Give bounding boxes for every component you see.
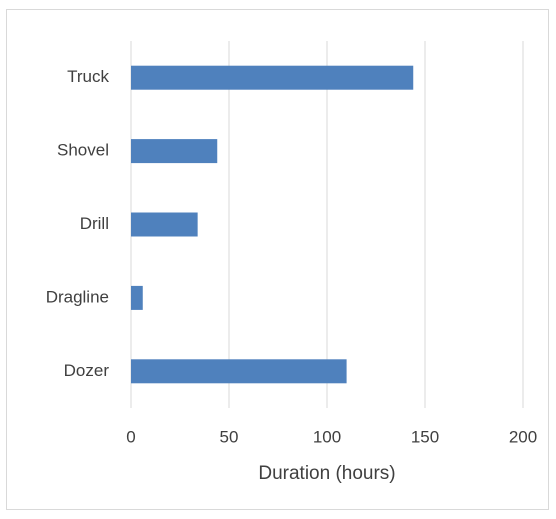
bar (131, 139, 218, 164)
x-axis-title: Duration (hours) (258, 463, 395, 484)
y-tick-label: Dozer (64, 361, 110, 380)
chart-border (6, 9, 549, 510)
x-tick-label: 0 (126, 427, 135, 446)
x-tick-label: 50 (220, 427, 239, 446)
y-tick-label: Drill (80, 214, 109, 233)
bar (131, 285, 143, 310)
y-tick-label: Dragline (46, 287, 109, 306)
bar (131, 359, 347, 384)
x-tick-label: 150 (411, 427, 439, 446)
y-tick-label: Truck (67, 67, 109, 86)
y-tick-label: Shovel (57, 141, 109, 160)
bar (131, 65, 414, 90)
x-tick-label: 100 (313, 427, 341, 446)
bar (131, 212, 198, 237)
x-tick-label: 200 (509, 427, 537, 446)
